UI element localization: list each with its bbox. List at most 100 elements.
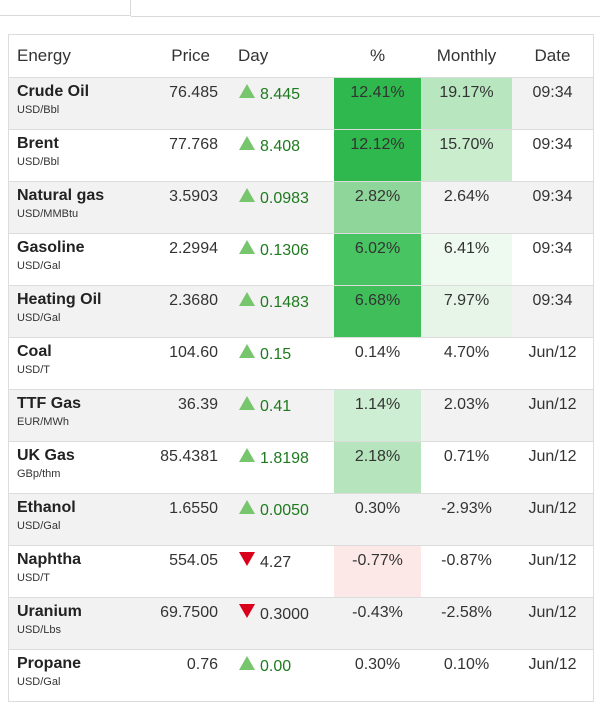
- table-row[interactable]: Heating Oil USD/Gal 2.3680 0.1483 6.68% 7.97%…: [9, 285, 593, 338]
- cell-energy: Brent USD/Bbl: [9, 129, 138, 182]
- cell-percent: 0.30%: [334, 493, 421, 546]
- cell-monthly: 2.03%: [421, 389, 512, 442]
- table-row[interactable]: Natural gas USD/MMBtu 3.5903 0.0983 2.82% 2.6…: [9, 181, 593, 234]
- commodity-name[interactable]: Uranium: [17, 603, 82, 620]
- cell-energy: Uranium USD/Lbs: [9, 597, 138, 650]
- cell-day: 0.15: [230, 337, 334, 390]
- header-day[interactable]: Day: [230, 35, 334, 78]
- cell-date: 09:34: [512, 129, 593, 182]
- triangle-up-icon: [239, 500, 255, 514]
- triangle-up-icon: [239, 656, 255, 670]
- cell-monthly: 15.70%: [421, 129, 512, 182]
- triangle-down-icon: [239, 604, 255, 618]
- table-row[interactable]: Gasoline USD/Gal 2.2994 0.1306 6.02% 6.41% 09:…: [9, 233, 593, 286]
- top-tab-bar: [0, 0, 600, 17]
- cell-day: 4.27: [230, 545, 334, 598]
- commodity-unit: USD/T: [17, 572, 50, 584]
- cell-percent: 2.82%: [334, 181, 421, 234]
- cell-percent: 6.68%: [334, 285, 421, 338]
- header-monthly[interactable]: Monthly: [421, 35, 512, 78]
- cell-day: 0.1306: [230, 233, 334, 286]
- table-row[interactable]: Coal USD/T 104.60 0.15 0.14% 4.70% Jun/12: [9, 337, 593, 390]
- header-price[interactable]: Price: [138, 35, 230, 78]
- cell-percent: 12.12%: [334, 129, 421, 182]
- cell-day: 0.0983: [230, 181, 334, 234]
- cell-monthly: 19.17%: [421, 77, 512, 130]
- header-percent[interactable]: %: [334, 35, 421, 78]
- energy-table-container: Energy Price Day % Monthly Date Crude Oi…: [8, 34, 594, 702]
- cell-day: 0.41: [230, 389, 334, 442]
- triangle-up-icon: [239, 448, 255, 462]
- commodity-name[interactable]: TTF Gas: [17, 395, 82, 412]
- cell-energy: UK Gas GBp/thm: [9, 441, 138, 494]
- tab-right[interactable]: [131, 0, 600, 17]
- triangle-up-icon: [239, 292, 255, 306]
- commodity-name[interactable]: Crude Oil: [17, 83, 90, 100]
- commodity-unit: USD/Gal: [17, 520, 61, 532]
- triangle-up-icon: [239, 344, 255, 358]
- cell-date: 09:34: [512, 77, 593, 130]
- day-change: 8.445: [260, 86, 301, 103]
- cell-date: Jun/12: [512, 597, 593, 650]
- commodity-name[interactable]: Heating Oil: [17, 291, 102, 308]
- day-change: 8.408: [260, 138, 301, 155]
- cell-price: 85.4381: [138, 441, 230, 494]
- cell-energy: Naphtha USD/T: [9, 545, 138, 598]
- commodity-unit: EUR/MWh: [17, 416, 69, 428]
- tab-left[interactable]: [0, 0, 131, 16]
- cell-monthly: -2.58%: [421, 597, 512, 650]
- table-row[interactable]: Crude Oil USD/Bbl 76.485 8.445 12.41% 19.17% 0…: [9, 77, 593, 130]
- cell-energy: Ethanol USD/Gal: [9, 493, 138, 546]
- table-row[interactable]: Brent USD/Bbl 77.768 8.408 12.12% 15.70% 09:34: [9, 129, 593, 182]
- cell-monthly: 7.97%: [421, 285, 512, 338]
- table-row[interactable]: Uranium USD/Lbs 69.7500 0.3000 -0.43% -2.58% J…: [9, 597, 593, 650]
- cell-energy: Coal USD/T: [9, 337, 138, 390]
- commodity-name[interactable]: Ethanol: [17, 499, 76, 516]
- table-row[interactable]: Ethanol USD/Gal 1.6550 0.0050 0.30% -2.93% Jun…: [9, 493, 593, 546]
- table-row[interactable]: Propane USD/Gal 0.76 0.00 0.30% 0.10% Jun/12: [9, 649, 593, 702]
- table-body: Crude Oil USD/Bbl 76.485 8.445 12.41% 19.17% 0…: [9, 77, 593, 702]
- day-change: 1.8198: [260, 450, 309, 467]
- cell-day: 0.00: [230, 649, 334, 702]
- day-change: 4.27: [260, 554, 292, 571]
- cell-percent: -0.77%: [334, 545, 421, 598]
- table-row[interactable]: UK Gas GBp/thm 85.4381 1.8198 2.18% 0.71% Jun/…: [9, 441, 593, 494]
- commodity-name[interactable]: Brent: [17, 135, 59, 152]
- cell-energy: TTF Gas EUR/MWh: [9, 389, 138, 442]
- header-date[interactable]: Date: [512, 35, 593, 78]
- cell-date: Jun/12: [512, 493, 593, 546]
- triangle-down-icon: [239, 552, 255, 566]
- cell-date: 09:34: [512, 233, 593, 286]
- cell-monthly: -0.87%: [421, 545, 512, 598]
- commodity-unit: USD/Lbs: [17, 624, 62, 636]
- table-row[interactable]: Naphtha USD/T 554.05 4.27 -0.77% -0.87% Jun/12: [9, 545, 593, 598]
- cell-price: 1.6550: [138, 493, 230, 546]
- cell-price: 2.3680: [138, 285, 230, 338]
- commodity-name[interactable]: Naphtha: [17, 551, 81, 568]
- commodity-name[interactable]: UK Gas: [17, 447, 75, 464]
- day-change: 0.41: [260, 398, 292, 415]
- cell-price: 554.05: [138, 545, 230, 598]
- cell-day: 8.445: [230, 77, 334, 130]
- commodity-name[interactable]: Natural gas: [17, 187, 105, 204]
- day-change: 0.00: [260, 658, 292, 675]
- commodity-name[interactable]: Propane: [17, 655, 82, 672]
- commodity-name[interactable]: Gasoline: [17, 239, 85, 256]
- cell-monthly: 2.64%: [421, 181, 512, 234]
- commodity-unit: USD/MMBtu: [17, 208, 79, 220]
- cell-percent: 1.14%: [334, 389, 421, 442]
- day-change: 0.1483: [260, 294, 309, 311]
- cell-date: Jun/12: [512, 545, 593, 598]
- header-energy[interactable]: Energy: [9, 35, 138, 78]
- table-row[interactable]: TTF Gas EUR/MWh 36.39 0.41 1.14% 2.03% Jun/12: [9, 389, 593, 442]
- commodity-unit: GBp/thm: [17, 468, 61, 480]
- cell-price: 76.485: [138, 77, 230, 130]
- triangle-up-icon: [239, 396, 255, 410]
- cell-energy: Crude Oil USD/Bbl: [9, 77, 138, 130]
- cell-monthly: 4.70%: [421, 337, 512, 390]
- cell-day: 0.1483: [230, 285, 334, 338]
- cell-energy: Gasoline USD/Gal: [9, 233, 138, 286]
- commodity-name[interactable]: Coal: [17, 343, 52, 360]
- energy-table: Energy Price Day % Monthly Date Crude Oi…: [9, 35, 593, 702]
- cell-monthly: 6.41%: [421, 233, 512, 286]
